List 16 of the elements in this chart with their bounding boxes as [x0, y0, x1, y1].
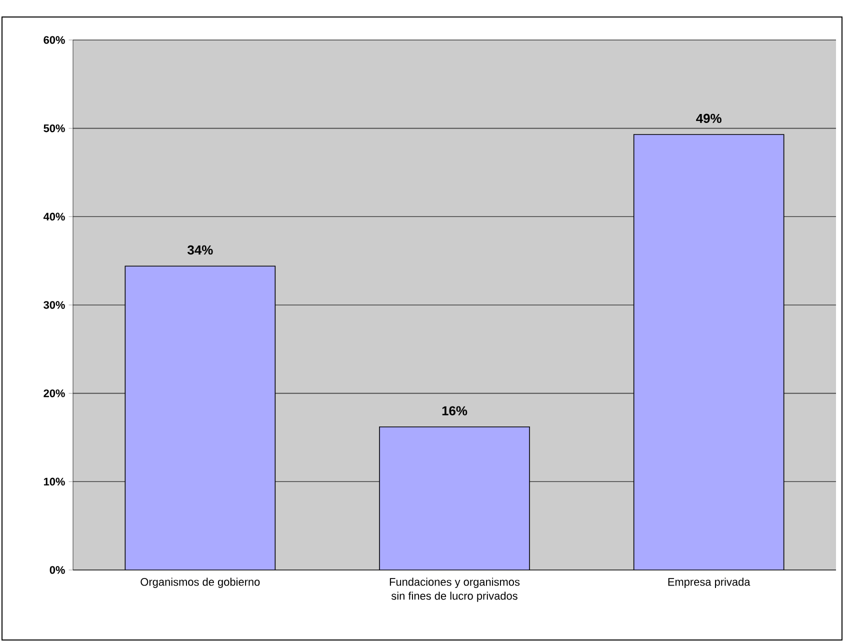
bar [124, 266, 276, 570]
y-tick-label: 20% [44, 389, 65, 398]
data-label: 16% [442, 406, 468, 416]
bar [633, 134, 784, 570]
y-tick-label: 0% [50, 566, 65, 574]
bar [379, 426, 530, 570]
y-tick-label: 30% [44, 301, 65, 309]
data-label: 49% [696, 114, 722, 123]
x-tick-label: Organismos de gobierno [140, 578, 260, 588]
y-tick-label: 10% [44, 478, 65, 486]
y-tick-label: 60% [44, 36, 65, 44]
x-tick-label: Fundaciones y organismos sin fines de lucro privados [390, 578, 520, 602]
x-tick-label: Empresa privada [668, 578, 750, 588]
y-tick-label: 50% [44, 124, 65, 132]
data-label: 34% [188, 245, 213, 255]
y-tick-label: 40% [43, 212, 65, 221]
